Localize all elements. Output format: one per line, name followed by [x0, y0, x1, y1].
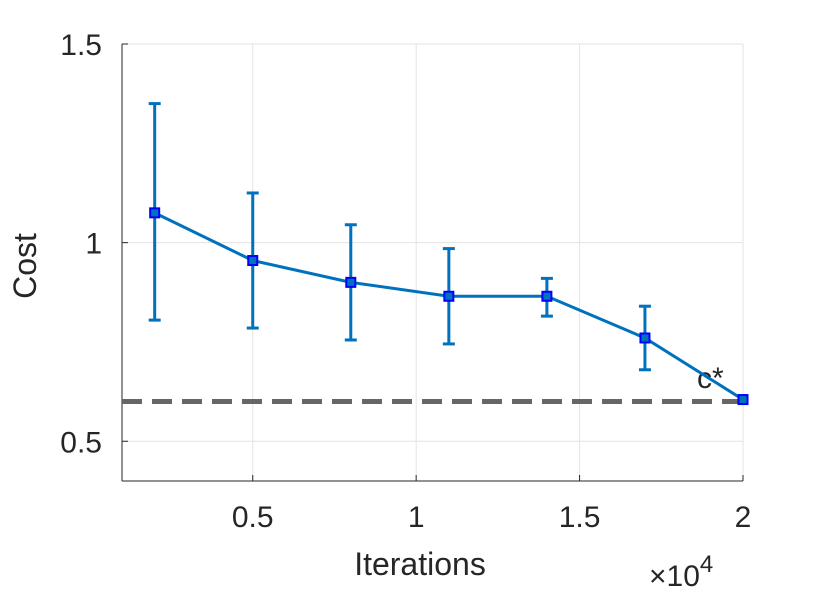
data-point: [639, 332, 651, 344]
axes: [121, 43, 744, 482]
tick-labels: 0.5 1 1.5 2 0.5 1 1.5: [60, 29, 751, 534]
y-tick-label: 1.5: [60, 29, 102, 62]
data-point: [443, 290, 455, 302]
x-tick-label: 2: [735, 501, 752, 534]
plot-area: [122, 44, 743, 481]
series-group: [148, 102, 749, 406]
y-tick-label: 1: [85, 228, 102, 261]
x-axis-multiplier-exponent: 4: [700, 551, 713, 578]
x-axis-label: Iterations: [354, 546, 486, 582]
data-point: [149, 207, 161, 219]
data-point: [345, 276, 357, 288]
x-axis-multiplier: ×104: [649, 551, 713, 593]
x-tick-label: 1.5: [559, 501, 601, 534]
y-axis-label: Cost: [7, 233, 43, 299]
x-tick-label: 0.5: [232, 501, 274, 534]
x-tick-label: 1: [408, 501, 425, 534]
grid: [122, 43, 744, 481]
data-point: [541, 290, 553, 302]
data-point: [737, 394, 749, 406]
y-tick-label: 0.5: [60, 426, 102, 459]
data-point: [247, 255, 259, 267]
